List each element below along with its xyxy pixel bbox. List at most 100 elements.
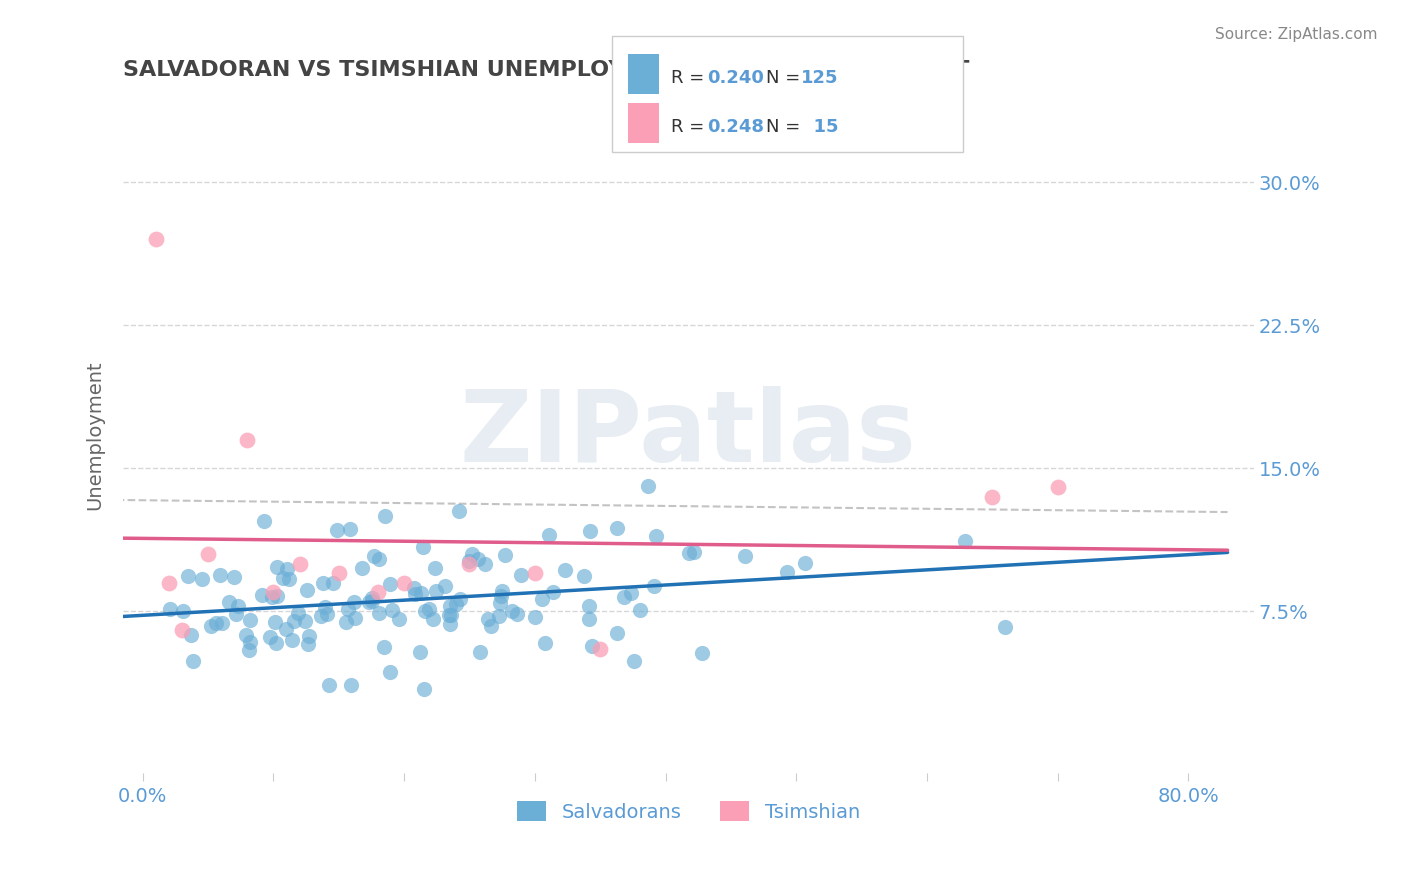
Text: 0.248: 0.248: [707, 118, 765, 136]
Salvadorans: [538, 528, 561, 542]
Salvadorans: [235, 628, 257, 642]
Salvadorans: [692, 646, 714, 660]
Salvadorans: [554, 563, 576, 577]
Salvadorans: [643, 579, 665, 593]
Salvadorans: [172, 604, 194, 618]
Salvadorans: [613, 591, 636, 605]
Salvadorans: [266, 560, 288, 574]
Salvadorans: [620, 586, 643, 600]
Salvadorans: [388, 612, 411, 626]
Salvadorans: [440, 607, 463, 622]
Salvadorans: [264, 615, 287, 630]
Salvadorans: [425, 584, 447, 599]
Salvadorans: [322, 575, 344, 590]
Salvadorans: [437, 607, 460, 622]
Salvadorans: [222, 570, 245, 584]
Salvadorans: [298, 629, 321, 643]
Legend: Salvadorans, Tsimshian: Salvadorans, Tsimshian: [508, 791, 870, 831]
Salvadorans: [581, 639, 603, 653]
Salvadorans: [606, 626, 628, 640]
Salvadorans: [449, 592, 471, 607]
Salvadorans: [367, 552, 389, 566]
Tsimshian: [157, 575, 180, 590]
Salvadorans: [280, 633, 302, 648]
Salvadorans: [181, 654, 204, 668]
Salvadorans: [434, 578, 457, 592]
Text: R =: R =: [671, 70, 710, 87]
Salvadorans: [378, 665, 401, 680]
Tsimshian: [1046, 480, 1069, 494]
Salvadorans: [226, 599, 249, 613]
Salvadorans: [363, 549, 385, 564]
Salvadorans: [439, 599, 461, 613]
Salvadorans: [501, 604, 523, 618]
Text: ZIPatlas: ZIPatlas: [460, 386, 917, 483]
Salvadorans: [260, 590, 283, 604]
Salvadorans: [336, 602, 359, 616]
Text: Source: ZipAtlas.com: Source: ZipAtlas.com: [1215, 27, 1378, 42]
Salvadorans: [276, 562, 298, 576]
Salvadorans: [413, 681, 436, 696]
Tsimshian: [197, 547, 219, 561]
Salvadorans: [523, 610, 546, 624]
Salvadorans: [239, 634, 262, 648]
Tsimshian: [523, 566, 546, 581]
Tsimshian: [236, 433, 259, 447]
Salvadorans: [159, 602, 181, 616]
Salvadorans: [200, 618, 222, 632]
Salvadorans: [343, 595, 366, 609]
Salvadorans: [314, 600, 336, 615]
Salvadorans: [645, 528, 668, 542]
Tsimshian: [367, 585, 389, 599]
Salvadorans: [444, 597, 467, 611]
Salvadorans: [994, 620, 1017, 634]
Salvadorans: [218, 595, 240, 609]
Salvadorans: [274, 622, 297, 636]
Salvadorans: [494, 549, 516, 563]
Salvadorans: [411, 586, 433, 600]
Salvadorans: [470, 645, 492, 659]
Text: N =: N =: [766, 118, 806, 136]
Salvadorans: [259, 630, 281, 644]
Salvadorans: [271, 570, 294, 584]
Salvadorans: [211, 616, 233, 631]
Y-axis label: Unemployment: Unemployment: [86, 360, 104, 509]
Salvadorans: [191, 572, 214, 586]
Salvadorans: [489, 589, 512, 603]
Salvadorans: [264, 635, 287, 649]
Salvadorans: [253, 514, 276, 528]
Salvadorans: [378, 576, 401, 591]
Salvadorans: [530, 592, 553, 607]
Salvadorans: [541, 585, 564, 599]
Salvadorans: [360, 591, 382, 606]
Salvadorans: [623, 654, 645, 668]
Salvadorans: [458, 554, 481, 568]
Salvadorans: [335, 615, 357, 630]
Salvadorans: [297, 637, 319, 651]
Salvadorans: [294, 614, 316, 628]
Salvadorans: [439, 617, 461, 632]
Salvadorans: [467, 551, 489, 566]
Salvadorans: [339, 678, 361, 692]
Salvadorans: [266, 590, 288, 604]
Salvadorans: [180, 628, 202, 642]
Text: 125: 125: [801, 70, 839, 87]
Tsimshian: [145, 232, 167, 246]
Tsimshian: [262, 585, 284, 599]
Salvadorans: [413, 604, 436, 618]
Salvadorans: [423, 561, 446, 575]
Salvadorans: [225, 607, 247, 621]
Salvadorans: [479, 619, 502, 633]
Tsimshian: [328, 566, 350, 581]
Salvadorans: [359, 594, 381, 608]
Salvadorans: [534, 636, 557, 650]
Salvadorans: [776, 566, 799, 580]
Salvadorans: [491, 583, 513, 598]
Salvadorans: [176, 569, 198, 583]
Tsimshian: [288, 557, 311, 571]
Salvadorans: [277, 572, 299, 586]
Salvadorans: [381, 603, 404, 617]
Salvadorans: [578, 599, 600, 613]
Salvadorans: [238, 643, 260, 657]
Salvadorans: [422, 612, 444, 626]
